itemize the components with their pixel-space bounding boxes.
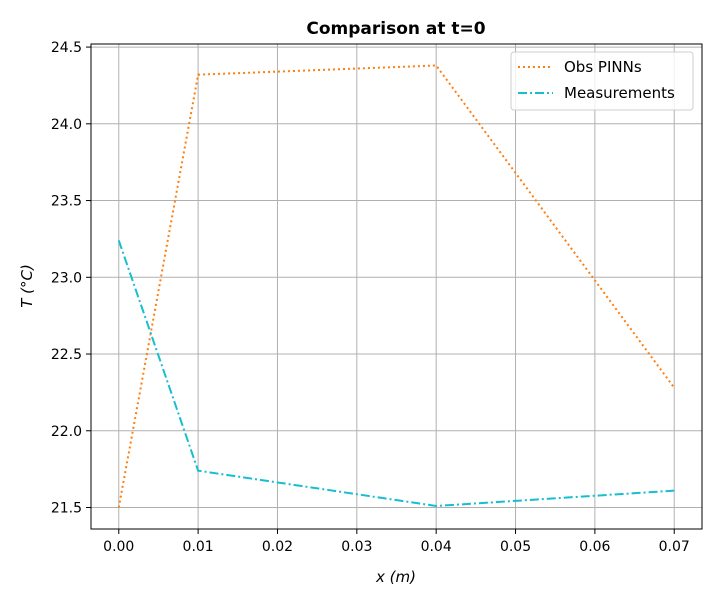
y-axis-ticks: 21.5 22.0 22.5 23.0 23.5 24.0 24.5: [51, 40, 91, 517]
y-tick-label: 22.5: [51, 347, 82, 363]
x-tick-label: 0.04: [421, 539, 452, 555]
series-line-measurements: [117, 240, 675, 507]
y-tick-label: 24.0: [51, 117, 82, 133]
series-line-obs-pinns: [117, 64, 676, 508]
y-tick-label: 23.0: [51, 270, 82, 286]
x-tick-label: 0.01: [183, 539, 214, 555]
legend: Obs PINNs Measurements: [510, 51, 694, 111]
x-axis-label: x (m): [375, 568, 416, 586]
x-tick-label: 0.03: [341, 539, 372, 555]
y-tick-label: 23.5: [51, 194, 82, 210]
x-axis-ticks: 0.00 0.01 0.02 0.03 0.04 0.05 0.06 0.07: [103, 529, 690, 555]
grid-lines: [91, 44, 702, 529]
y-tick-label: 22.0: [51, 424, 82, 440]
chart-title: Comparison at t=0: [306, 19, 485, 39]
y-tick-label: 24.5: [51, 40, 82, 56]
y-tick-label: 21.5: [51, 501, 82, 517]
x-tick-label: 0.02: [262, 539, 293, 555]
x-tick-label: 0.05: [500, 539, 531, 555]
x-tick-label: 0.07: [659, 539, 690, 555]
y-axis-label: T (°C): [18, 264, 36, 308]
plot-frame: [90, 43, 703, 530]
x-tick-label: 0.00: [103, 539, 134, 555]
legend-box: [510, 51, 694, 111]
series-lines: [117, 64, 676, 508]
legend-label-obs-pinns: Obs PINNs: [564, 58, 642, 76]
x-tick-label: 0.06: [579, 539, 610, 555]
legend-label-measurements: Measurements: [564, 84, 675, 102]
